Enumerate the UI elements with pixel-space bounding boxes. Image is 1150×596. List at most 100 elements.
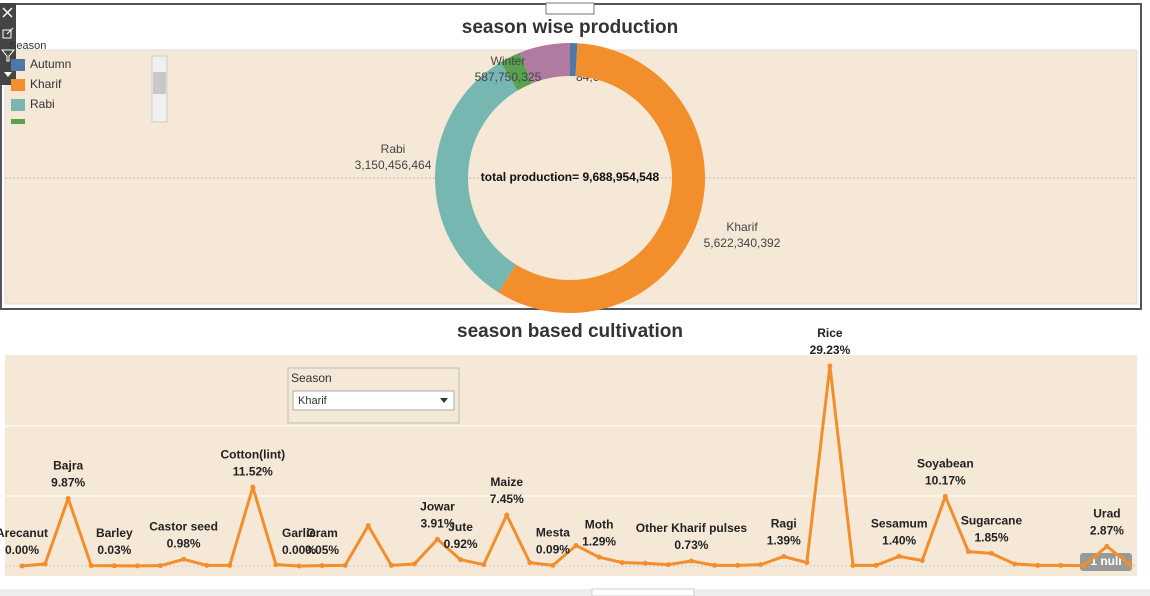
point [273,562,279,568]
point-name: Garlic [282,526,316,540]
point-value: 1.29% [582,534,616,548]
point-name: Ragi [771,517,797,531]
point [181,556,187,562]
point-value: 3.91% [420,516,454,530]
point-value: 1.39% [767,534,801,548]
point [550,562,556,568]
slice-value: 587,750,325 [475,70,542,84]
point-value: 0.00% [282,543,316,557]
chart-title: season wise production [462,17,678,38]
point [319,563,325,569]
point [19,563,25,569]
point [758,562,764,568]
point [527,560,533,566]
point-value: 0.00% [5,543,39,557]
point [1035,562,1041,568]
point [873,562,879,568]
point [388,562,394,568]
point-value: 0.73% [674,538,708,552]
filter-icon[interactable] [0,49,16,62]
point-name: Cotton(lint) [221,447,286,461]
donut-slice [498,43,705,314]
plot-area [4,49,1138,305]
point [573,542,579,548]
center-label: total production= 9,688,954,548 [481,170,660,184]
point [989,550,994,556]
donut-slice [519,43,570,84]
point [134,563,140,569]
point-name: Soyabean [917,457,974,471]
chart-title: season based cultivation [457,321,683,342]
legend-label: Rabi [30,97,55,111]
point-name: Castor seed [149,519,218,533]
point [827,363,833,369]
point-value: 0.98% [167,536,201,550]
dropdown-arrow[interactable] [440,398,448,403]
point [1081,563,1087,569]
point-name: Barley [96,526,133,540]
point-name: Arecanut [0,526,48,540]
point-name: Other Kharif pulses [636,521,748,535]
legend-swatch [11,79,25,91]
filter-dropdown[interactable] [292,390,455,411]
point-name: Jute [448,520,473,534]
point-name: Maize [490,475,523,489]
point-value: 0.03% [97,543,131,557]
point-value: 0.05% [305,543,339,557]
point [919,558,925,564]
point-value: 29.23% [810,343,851,357]
point-value: 1.40% [882,534,916,548]
legend-label: Autumn [30,57,71,71]
point [1104,543,1110,549]
point-value: 0.92% [444,537,478,551]
point-name: Gram [306,526,337,540]
point-value: 0.09% [536,543,570,557]
menu-icon[interactable] [4,72,12,77]
donut-slice [570,43,578,77]
legend-swatch [11,59,25,71]
filter-label: Season [291,371,332,385]
popout-icon[interactable] [2,27,14,39]
drag-handle[interactable] [545,2,595,15]
point [1127,562,1133,568]
legend: AutumnKharifRabiWinter [11,57,71,124]
tab-strip [0,589,1150,596]
scroll-thumb[interactable] [153,72,166,94]
point [365,523,371,529]
point-name: Rice [817,326,843,340]
point [250,484,256,490]
null-indicator: 1 null [1090,554,1121,568]
point [688,558,694,564]
active-tab[interactable] [591,588,695,596]
legend-swatch [11,119,25,124]
point [296,563,302,569]
point-name: Moth [585,517,614,531]
slice-label: Rabi [381,142,406,156]
point [435,536,440,542]
point [458,557,464,563]
filter-card[interactable]: Season Kharif [287,367,460,424]
point [481,562,487,568]
point [735,562,741,568]
point [619,560,625,566]
donut-slice [434,62,518,293]
close-icon[interactable] [2,7,13,18]
point [665,562,671,568]
point [42,561,48,567]
point [1058,562,1064,568]
point-name: Sugarcane [961,514,1023,528]
point [411,561,417,567]
point-name: Sesamum [871,517,928,531]
point-value: 9.87% [51,476,85,490]
slice-value: 5,622,340,392 [704,236,781,250]
legend-swatch [11,99,25,111]
filter-value: Kharif [298,395,328,407]
point-value: 7.45% [490,492,524,506]
point [158,563,163,569]
point [896,553,902,559]
point [942,493,948,499]
point-name: Urad [1093,507,1120,521]
slice-label: Winter [491,54,526,68]
